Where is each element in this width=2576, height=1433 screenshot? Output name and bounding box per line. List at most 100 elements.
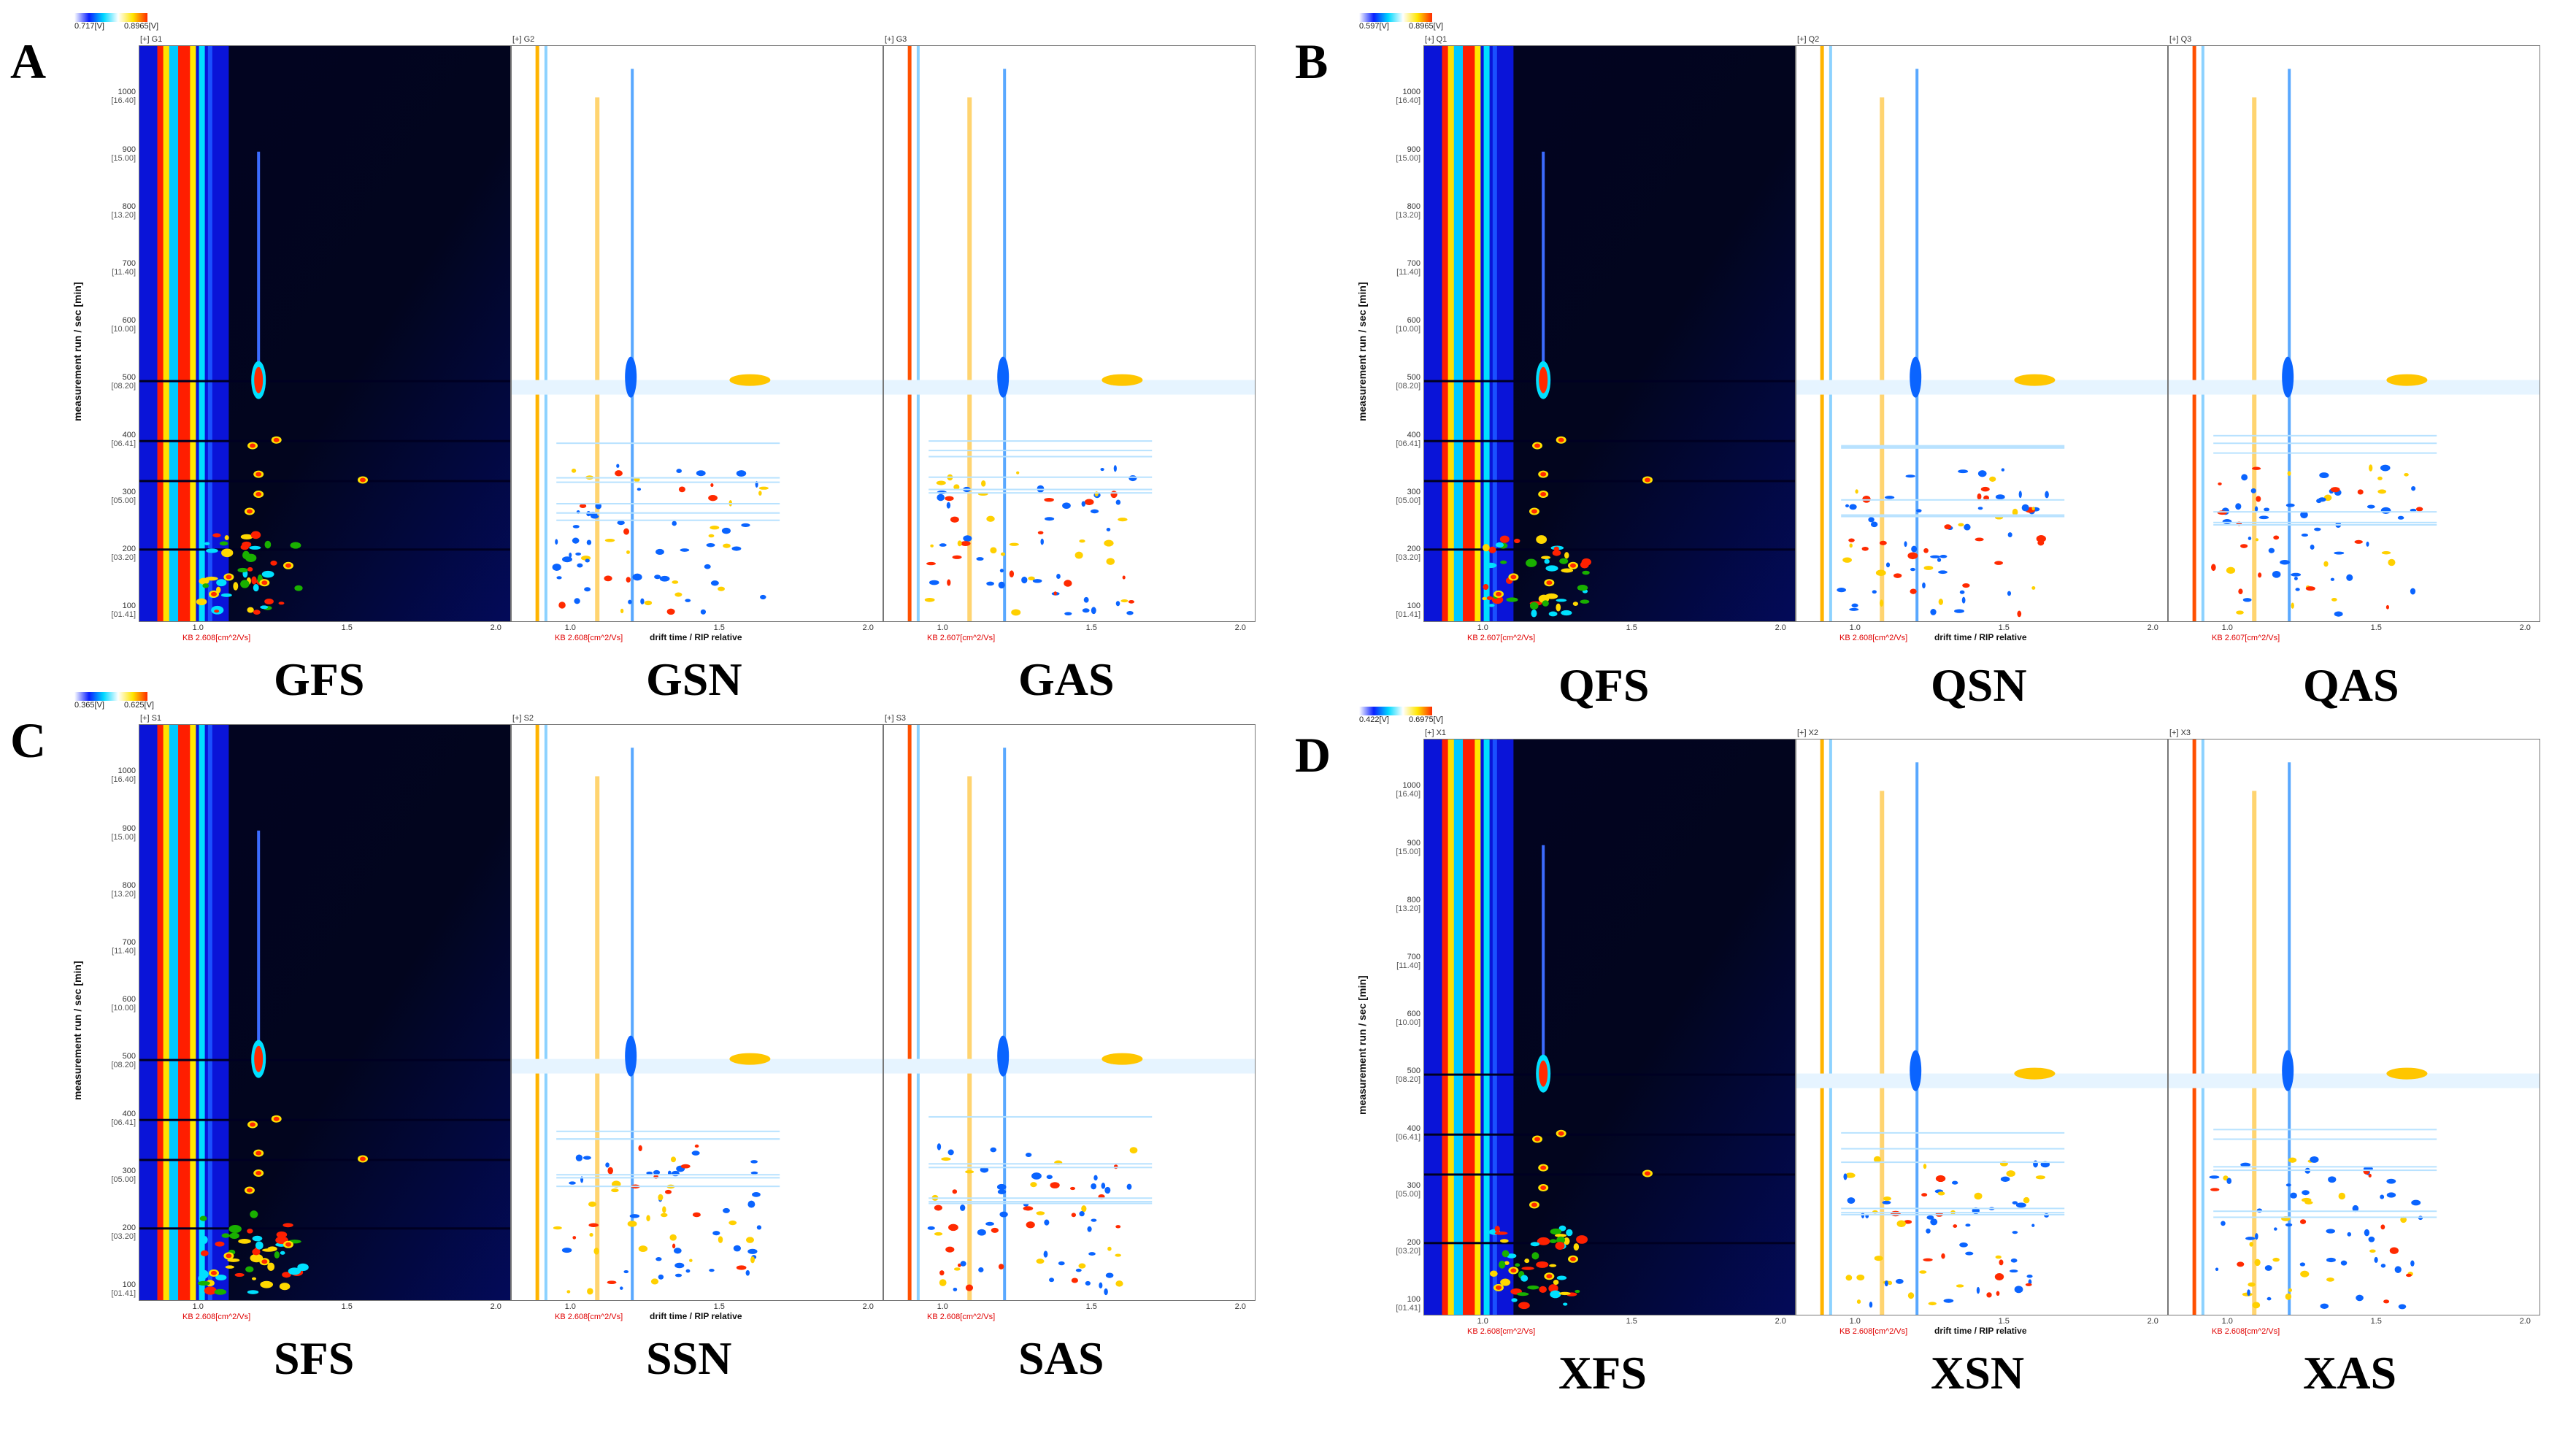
y-tick-label: 900 [15.00] xyxy=(1391,839,1420,856)
signal-blob xyxy=(219,541,228,546)
diff-spot xyxy=(706,542,715,548)
signal-blob xyxy=(1483,583,1489,591)
diff-spot xyxy=(1875,569,1886,576)
diff-spot xyxy=(733,1245,742,1252)
diff-spot xyxy=(1100,468,1104,472)
diff-spot xyxy=(1888,1280,1893,1286)
diff-spot xyxy=(2394,1266,2402,1273)
diff-line xyxy=(928,1202,1153,1205)
signal-blob xyxy=(1556,603,1561,612)
y-tick-label: 1000 [16.40] xyxy=(107,88,136,105)
diff-spot xyxy=(2374,1256,2378,1263)
y-tick-sec: 700 xyxy=(122,259,136,269)
diff-line xyxy=(928,1115,1153,1118)
peak xyxy=(1531,1202,1537,1207)
diff-spot xyxy=(1050,1182,1060,1188)
diff-spot xyxy=(1101,374,1143,386)
diff-spot xyxy=(1000,552,1006,556)
diff-spot xyxy=(1056,574,1061,579)
y-tick-min: [06.41] xyxy=(1396,1132,1420,1142)
diff-line xyxy=(2213,434,2437,437)
x-tick-label: 1.0 xyxy=(2221,623,2233,632)
diff-line xyxy=(928,1201,1153,1203)
trace xyxy=(1915,762,1919,1315)
y-tick-label: 900 [15.00] xyxy=(107,145,136,163)
diff-spot xyxy=(1085,1280,1091,1286)
x-tick-label: 1.5 xyxy=(1998,1317,2010,1326)
x-tick-label: 1.5 xyxy=(1998,623,2010,632)
y-tick-sec: 400 xyxy=(1407,1123,1420,1133)
signal-blob xyxy=(1494,1226,1500,1232)
y-tick-label: 600 [10.00] xyxy=(1391,1010,1420,1027)
diff-spot xyxy=(1071,1213,1077,1218)
peak xyxy=(1645,477,1650,483)
diff-spot xyxy=(2302,1190,2310,1196)
diff-spot xyxy=(2014,374,2056,386)
y-tick-label: 400 [06.41] xyxy=(107,431,136,448)
rip-band xyxy=(1483,46,1490,621)
diff-spot xyxy=(669,1234,677,1241)
diff-spot xyxy=(680,1164,691,1169)
diff-spot xyxy=(1845,504,1850,508)
y-tick-min: [10.00] xyxy=(1396,1018,1420,1028)
diff-spot xyxy=(1036,1211,1045,1215)
peak xyxy=(250,1122,256,1127)
plot-id-label: [+] G2 xyxy=(512,35,535,44)
peak xyxy=(246,1188,253,1193)
diff-spot xyxy=(1977,493,1982,500)
diff-spot xyxy=(941,1157,951,1161)
x-tick-label: 1.0 xyxy=(937,1302,948,1311)
band xyxy=(512,380,883,395)
sample-name: SFS xyxy=(274,1332,355,1384)
y-tick-label: 300 [05.00] xyxy=(107,1167,136,1184)
baseline xyxy=(139,1118,510,1121)
diff-spot xyxy=(2380,1224,2385,1230)
diff-spot xyxy=(2268,548,2275,553)
x-tick-label: 2.0 xyxy=(862,623,874,632)
rip-band xyxy=(2192,46,2196,621)
diff-spot xyxy=(952,1189,958,1194)
diff-spot xyxy=(607,1167,614,1175)
rip-band xyxy=(178,725,192,1300)
diff-spot xyxy=(1884,1280,1888,1287)
signal-blob xyxy=(251,576,257,585)
diff-spot xyxy=(1954,609,1965,613)
y-tick-label: 400 [06.41] xyxy=(1391,431,1420,448)
peak xyxy=(1540,492,1547,497)
diff-spot xyxy=(2241,474,2248,481)
kb-label: KB 2.608[cm^2/Vs] xyxy=(555,634,623,642)
diff-spot xyxy=(1941,1253,1945,1259)
rip-band xyxy=(1829,739,1832,1315)
diff-spot xyxy=(718,586,725,591)
diff-spot xyxy=(1115,601,1120,607)
diff-spot xyxy=(728,1220,737,1226)
diff-spot xyxy=(595,502,601,510)
diff-spot xyxy=(997,1035,1010,1077)
signal-blob xyxy=(1556,599,1567,602)
diff-spot xyxy=(712,1231,720,1236)
diff-spot xyxy=(1930,609,1937,615)
diff-spot xyxy=(1930,1218,1938,1226)
signal-blob xyxy=(1488,546,1496,553)
diff-spot xyxy=(950,516,959,523)
spectrum-plot-gas xyxy=(883,45,1256,622)
rip-band xyxy=(163,725,171,1300)
baseline xyxy=(139,380,510,383)
trace xyxy=(631,748,634,1300)
y-tick-sec: 1000 xyxy=(118,88,136,97)
diff-spot xyxy=(927,1226,935,1230)
signal-blob xyxy=(1502,1250,1510,1258)
diff-spot xyxy=(1873,1156,1881,1163)
diff-line xyxy=(1841,1148,2065,1150)
signal-blob xyxy=(1550,1228,1562,1235)
diff-spot xyxy=(1849,543,1853,548)
diff-spot xyxy=(1028,576,1035,581)
diff-spot xyxy=(593,1248,599,1255)
diff-spot xyxy=(997,1189,1007,1194)
diff-spot xyxy=(1994,561,2003,565)
diff-spot xyxy=(1910,356,1922,398)
diff-spot xyxy=(586,539,592,545)
diff-spot xyxy=(2310,1156,2319,1163)
diff-spot xyxy=(1919,1270,1927,1274)
diff-spot xyxy=(691,1150,700,1156)
